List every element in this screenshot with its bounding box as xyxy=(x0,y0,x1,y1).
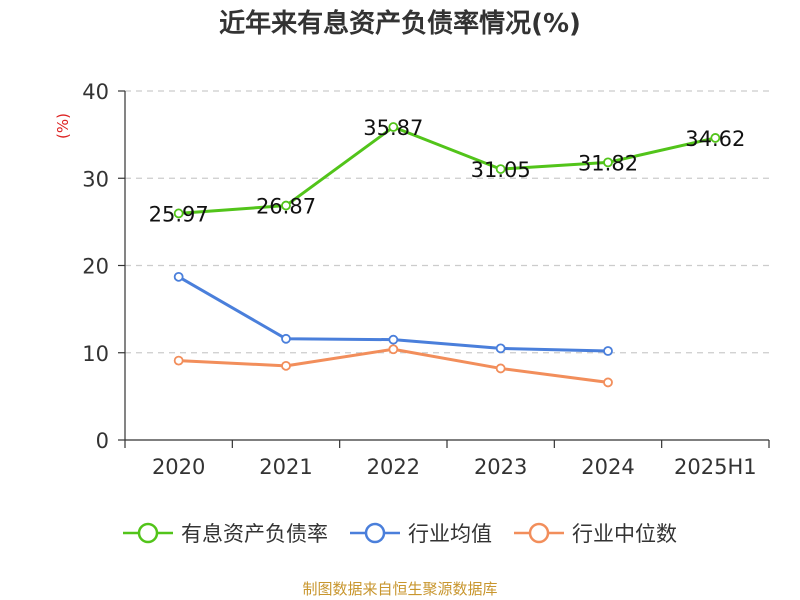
x-tick-label: 2023 xyxy=(474,455,527,479)
data-point[interactable] xyxy=(281,200,291,211)
data-point[interactable] xyxy=(603,377,613,388)
series-line xyxy=(178,125,716,215)
data-label: 26.87 xyxy=(256,195,316,219)
legend-label: 有息资产负债率 xyxy=(181,522,328,546)
legend: 有息资产负债率 行业均值 行业中位数 xyxy=(0,518,800,548)
source-note: 制图数据来自恒生聚源数据库 xyxy=(302,580,498,598)
legend-symbol xyxy=(514,522,564,544)
data-point[interactable] xyxy=(388,344,399,355)
data-point[interactable] xyxy=(495,164,506,174)
y-tick-label: 40 xyxy=(82,80,109,104)
x-tick-label: 2024 xyxy=(581,455,634,479)
y-axis-label: (%) xyxy=(54,113,72,139)
x-tick-label: 2022 xyxy=(367,455,420,479)
legend-marker xyxy=(528,522,550,544)
data-label: 31.05 xyxy=(471,158,531,182)
chart-title: 近年来有息资产负债率情况(%) xyxy=(219,9,581,39)
data-label: 35.87 xyxy=(363,116,423,140)
data-point[interactable] xyxy=(388,122,399,132)
data-point[interactable] xyxy=(173,271,184,282)
data-point[interactable] xyxy=(710,133,721,143)
y-tick-label: 30 xyxy=(82,167,109,191)
legend-symbol xyxy=(123,522,173,544)
data-point[interactable] xyxy=(495,363,506,374)
data-point[interactable] xyxy=(173,208,184,219)
legend-item[interactable]: 有息资产负债率 xyxy=(123,518,328,548)
legend-symbol xyxy=(350,522,400,544)
x-tick-label: 2020 xyxy=(152,455,205,479)
data-point[interactable] xyxy=(603,346,613,356)
legend-marker xyxy=(364,522,386,544)
legend-label: 行业中位数 xyxy=(572,522,677,546)
legend-item[interactable]: 行业均值 xyxy=(350,518,492,548)
y-tick-label: 20 xyxy=(82,255,109,279)
data-point[interactable] xyxy=(173,355,184,366)
data-point[interactable] xyxy=(281,333,291,344)
legend-label: 行业均值 xyxy=(408,522,492,546)
legend-item[interactable]: 行业中位数 xyxy=(514,518,677,548)
x-tick-label: 2021 xyxy=(259,455,312,479)
legend-marker xyxy=(137,522,159,544)
y-tick-label: 0 xyxy=(96,429,109,453)
x-tick-label: 2025H1 xyxy=(674,455,757,479)
data-point[interactable] xyxy=(388,334,399,345)
data-point[interactable] xyxy=(281,360,291,371)
series-line xyxy=(178,347,609,384)
data-point[interactable] xyxy=(603,157,613,168)
data-label: 34.62 xyxy=(685,127,745,151)
data-label: 25.97 xyxy=(149,202,209,226)
data-label: 31.82 xyxy=(578,151,638,175)
data-point[interactable] xyxy=(495,343,506,354)
y-tick-label: 10 xyxy=(82,342,109,366)
